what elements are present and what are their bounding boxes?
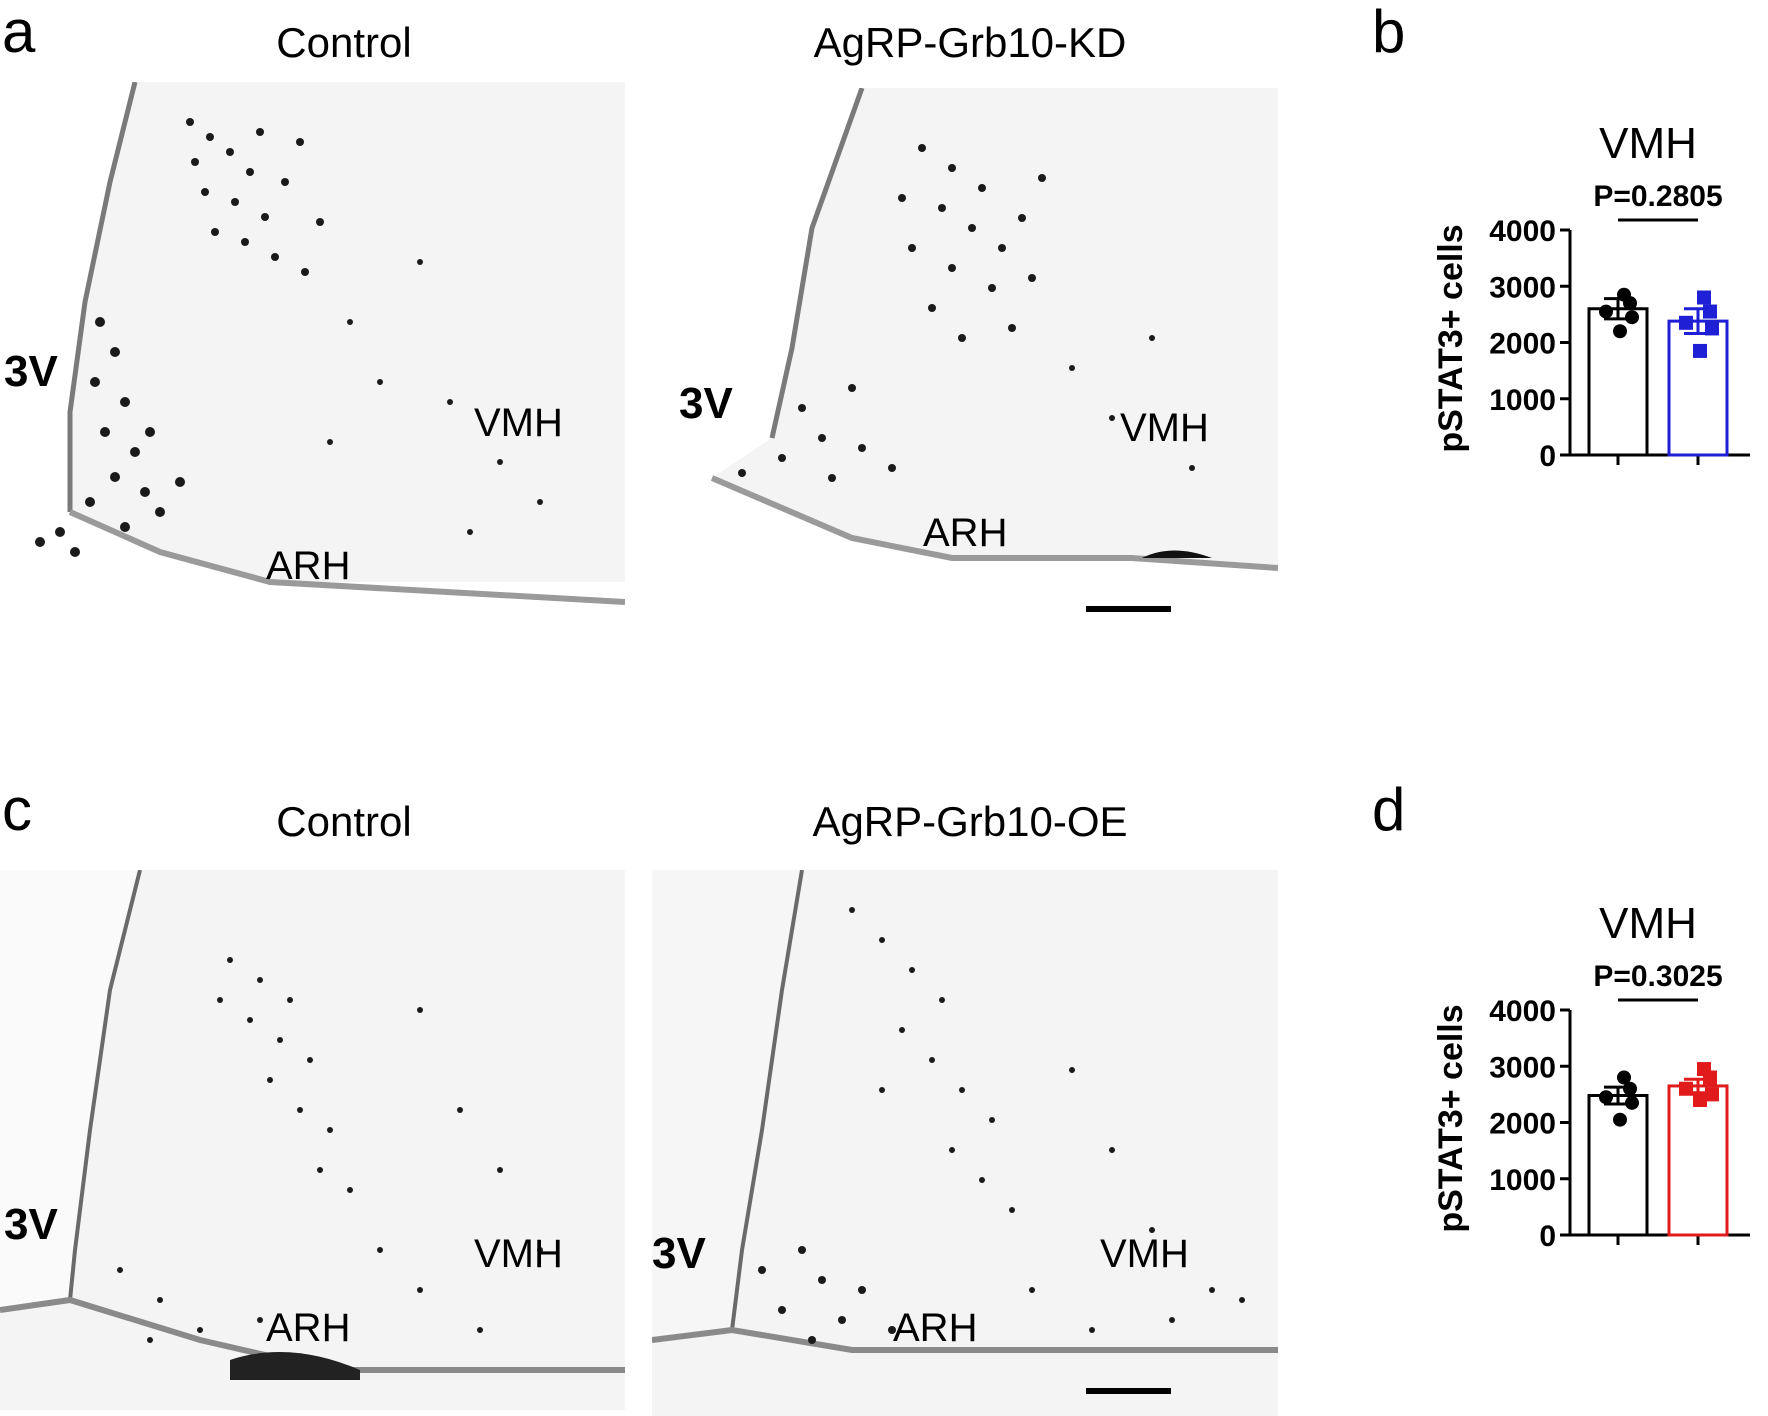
- panel-letter-a: a: [2, 0, 36, 65]
- micrograph-a-control: [0, 82, 625, 630]
- panel-c-left-title: Control: [276, 798, 412, 845]
- dots-c-control: [117, 957, 543, 1343]
- micrograph-a-control-image: [0, 82, 625, 630]
- label-vmh-a-kd: VMH: [1120, 406, 1209, 450]
- chart-d: VMH pSTAT3+ cells 0 1000 2000 3000 4000 P=0.302…: [1420, 899, 1768, 1260]
- label-3v-a-kd: 3V: [679, 379, 733, 428]
- data-point: [1705, 321, 1719, 336]
- y-tick-label: 4000: [1489, 995, 1556, 1028]
- panel-c-right-title: AgRP-Grb10-OE: [812, 798, 1128, 845]
- label-vmh-c-control: VMH: [474, 1232, 563, 1276]
- y-tick-label: 0: [1539, 1220, 1556, 1253]
- scale-bar-a: [1086, 606, 1171, 612]
- data-point: [1617, 1070, 1631, 1085]
- label-arh-a-kd: ARH: [923, 511, 1008, 555]
- label-3v-c-control: 3V: [4, 1200, 58, 1249]
- y-axis-label: pSTAT3+ cells: [1432, 1004, 1470, 1232]
- label-3v-c-oe: 3V: [652, 1229, 706, 1278]
- label-arh-c-control: ARH: [266, 1306, 351, 1350]
- y-axis-label: pSTAT3+ cells: [1432, 224, 1470, 452]
- label-3v-a-control: 3V: [4, 347, 58, 396]
- micrograph-a-kd-image: [652, 88, 1278, 634]
- data-point: [1599, 1090, 1613, 1105]
- panel-a-right-title: AgRP-Grb10-KD: [813, 19, 1127, 66]
- data-point: [1599, 304, 1613, 319]
- data-point: [1703, 304, 1717, 319]
- micrograph-c-control-image: [0, 870, 625, 1380]
- data-point: [1693, 343, 1707, 358]
- chart-b-svg: VMH pSTAT3+ cells 0 1000 2000 3000 4000 P=0.280…: [1432, 119, 1750, 473]
- dots-a-control: [35, 118, 543, 557]
- data-point: [1703, 1070, 1717, 1085]
- data-point: [1705, 1087, 1719, 1102]
- data-point: [1623, 1081, 1637, 1096]
- y-tick-label: 2000: [1489, 328, 1556, 361]
- y-tick-label: 3000: [1489, 1051, 1556, 1084]
- data-point: [1697, 290, 1711, 305]
- data-point: [1613, 1112, 1627, 1127]
- data-point: [1693, 1093, 1707, 1107]
- y-tick-label: 3000: [1489, 271, 1556, 304]
- chart-title: VMH: [1599, 120, 1697, 168]
- data-point: [1623, 296, 1637, 311]
- p-value-annotation: P=0.2805: [1593, 180, 1722, 213]
- data-point: [1613, 324, 1627, 339]
- micrograph-c-control: [0, 870, 625, 1410]
- dots-a-kd: [738, 144, 1195, 482]
- panel-letter-c: c: [2, 776, 32, 843]
- label-arh-a-control: ARH: [266, 544, 351, 588]
- y-tick-label: 1000: [1489, 1164, 1556, 1197]
- label-arh-c-oe: ARH: [893, 1306, 978, 1350]
- data-point: [1679, 1081, 1693, 1096]
- chart-d-svg: VMH pSTAT3+ cells 0 1000 2000 3000 4000 P=0.302…: [1432, 899, 1750, 1253]
- panel-letter-b: b: [1372, 0, 1406, 65]
- chart-b: VMH pSTAT3+ cells 0 1000 2000 3000 4000 P=0.280…: [1420, 119, 1768, 480]
- y-tick-label: 1000: [1489, 384, 1556, 417]
- data-point: [1679, 315, 1693, 330]
- scale-bar-c: [1086, 1388, 1171, 1394]
- bar: [1587, 307, 1649, 457]
- panel-a-left-title: Control: [276, 19, 412, 66]
- bar: [1667, 1084, 1729, 1237]
- data-point: [1625, 1095, 1639, 1110]
- micrograph-a-kd: [652, 88, 1278, 634]
- data-point: [1625, 310, 1639, 325]
- panel-letter-d: d: [1372, 776, 1406, 843]
- y-tick-label: 4000: [1489, 215, 1556, 248]
- p-value-annotation: P=0.3025: [1593, 960, 1722, 993]
- label-vmh-c-oe: VMH: [1100, 1232, 1189, 1276]
- chart-title: VMH: [1599, 900, 1697, 948]
- label-vmh-a-control: VMH: [474, 401, 563, 445]
- y-tick-label: 0: [1539, 440, 1556, 473]
- bar: [1667, 319, 1729, 457]
- dots-c-oe: [758, 907, 1245, 1344]
- y-tick-label: 2000: [1489, 1108, 1556, 1141]
- micrograph-c-oe-image: [652, 870, 1278, 1353]
- micrograph-c-oe: [652, 870, 1278, 1416]
